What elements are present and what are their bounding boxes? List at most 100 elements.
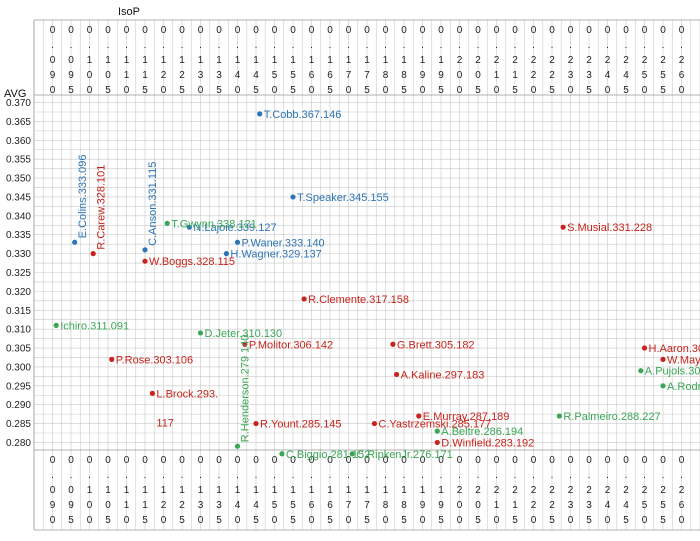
data-label: A.Rodriguez.295.255 bbox=[667, 381, 700, 393]
data-point bbox=[53, 322, 59, 328]
data-label: R.Henderson.279 140 bbox=[240, 335, 252, 443]
data-label: P.Rose.303.106 bbox=[116, 354, 193, 366]
data-label: D.Winfield.283.192 bbox=[441, 437, 534, 449]
y-tick-label: 0.325 bbox=[6, 268, 31, 279]
y-tick-label: 0.300 bbox=[6, 362, 31, 373]
y-tick-label: 0.285 bbox=[6, 419, 31, 430]
data-label: S.Musial.331.228 bbox=[567, 222, 652, 234]
y-tick-label: 0.345 bbox=[6, 192, 31, 203]
data-point bbox=[349, 451, 355, 457]
data-point bbox=[197, 330, 204, 336]
y-tick-label: 0.315 bbox=[6, 306, 31, 317]
data-point bbox=[142, 258, 148, 264]
data-label: R.Clemente.317.158 bbox=[308, 294, 409, 306]
y-tick-label: 0.310 bbox=[6, 325, 31, 336]
data-label: G.Brett.305.182 bbox=[397, 339, 475, 351]
data-label: A.Pujols.300.249 bbox=[645, 366, 700, 378]
data-point bbox=[371, 420, 377, 427]
data-point bbox=[390, 341, 396, 347]
data-point bbox=[290, 194, 296, 200]
data-label: P.Molitor.306.142 bbox=[249, 339, 333, 351]
data-point bbox=[301, 296, 307, 302]
data-label: W.Mays.302.255 bbox=[667, 354, 700, 366]
y-tick-label: 0.355 bbox=[6, 155, 31, 166]
data-label: W.Boggs.328.115 bbox=[149, 256, 235, 268]
data-point bbox=[223, 251, 229, 257]
x-axis-title: IsoP bbox=[118, 6, 140, 18]
y-tick-label: 0.360 bbox=[6, 136, 31, 147]
y-tick-label: 0.350 bbox=[6, 174, 31, 185]
data-label: R.Palmeiro.288.227 bbox=[563, 411, 660, 423]
data-point bbox=[641, 345, 648, 351]
data-point bbox=[72, 239, 78, 245]
data-point bbox=[142, 247, 148, 253]
data-point bbox=[234, 443, 241, 449]
y-axis-title: AVG bbox=[4, 88, 26, 100]
data-point bbox=[90, 251, 96, 257]
data-point bbox=[109, 356, 115, 362]
data-point bbox=[257, 111, 263, 117]
data-label: C.RipkenJr.276.171 bbox=[356, 449, 453, 461]
y-tick-label: 0.305 bbox=[6, 344, 31, 355]
data-label: P.Waner.333.140 bbox=[242, 237, 325, 249]
data-point bbox=[149, 390, 155, 396]
data-label: L.Brock.293. bbox=[156, 388, 218, 400]
data-point bbox=[242, 341, 248, 347]
data-point bbox=[660, 356, 666, 362]
data-label: E.Colins.333.096 bbox=[77, 155, 89, 239]
data-point bbox=[186, 224, 192, 230]
data-label: C.Yastrzemski.285.177 bbox=[378, 419, 491, 431]
data-point bbox=[434, 428, 440, 434]
data-label: A.Beltre.286.194 bbox=[441, 426, 523, 438]
y-tick-label: 0.340 bbox=[6, 211, 31, 222]
x-axis-top: 0. 0 9 0 0. 0 9 5 0. 1 0 0 0. 1 0 5 0. 1 1 0 0. 1 1 5 0. 1 2 0 0. 1 2 5… bbox=[50, 25, 685, 96]
data-labels: T.Cobb.367.146 T.Speaker.345.155 E.Colins.… bbox=[60, 109, 700, 461]
data-point bbox=[234, 239, 241, 245]
y-tick-label: 0.320 bbox=[6, 287, 31, 298]
data-label: T.Gwynn.338.121 bbox=[171, 218, 257, 230]
y-axis: 0.280 0.285 0.290 0.295 0.300 0.305 0.310 0.315… bbox=[6, 98, 31, 449]
data-label: R.Carew.328.101 bbox=[95, 165, 107, 250]
data-point bbox=[434, 439, 440, 446]
data-point bbox=[164, 220, 170, 227]
